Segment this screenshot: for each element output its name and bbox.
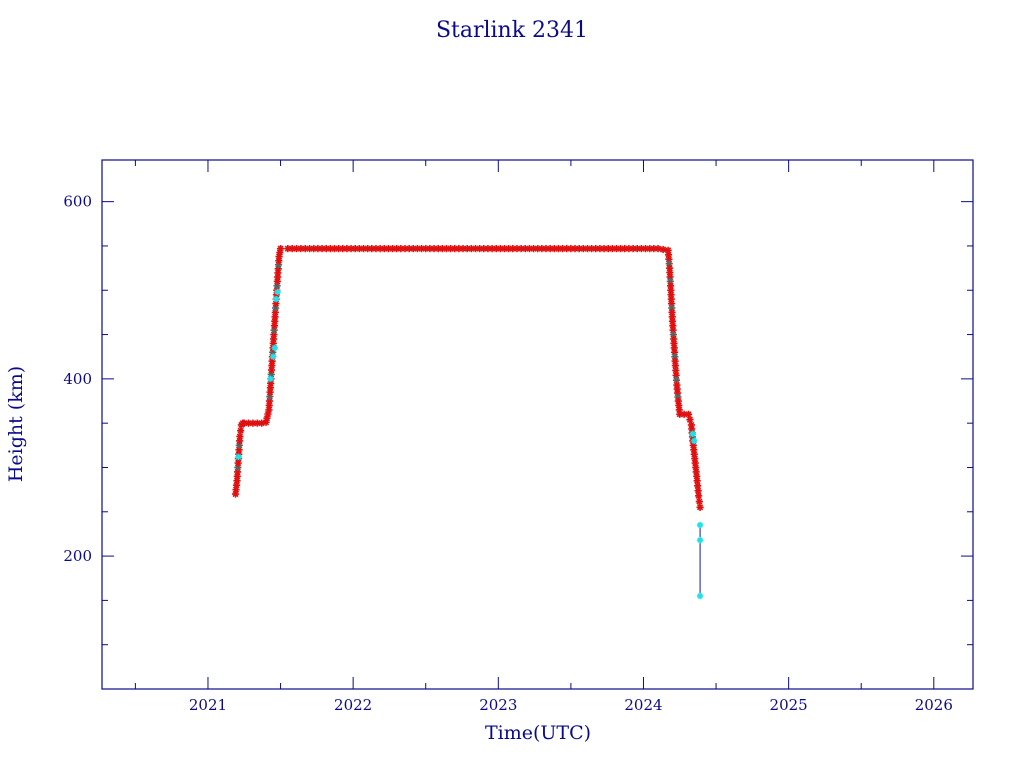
data-point: [271, 344, 278, 352]
x-tick-label: 2024: [624, 696, 662, 714]
data-point: [266, 392, 274, 401]
data-point: [691, 437, 698, 445]
axis-ticks: [102, 160, 973, 689]
data-point: [696, 592, 704, 600]
data-point: [696, 521, 704, 529]
data-point: [693, 477, 701, 485]
y-axis-label: Height (km): [5, 366, 27, 482]
data-point: [267, 370, 275, 379]
x-tick-label: 2025: [770, 696, 808, 714]
data-point: [235, 453, 242, 461]
chart-title: Starlink 2341: [436, 18, 588, 43]
y-tick-labels: 200 400 600: [63, 193, 92, 565]
x-tick-label: 2023: [479, 696, 517, 714]
data-point: [671, 361, 680, 370]
data-point: [694, 482, 702, 490]
data-point: [689, 430, 697, 438]
data-points: [231, 245, 704, 600]
y-tick-label: 600: [63, 193, 92, 211]
data-point: [276, 245, 285, 253]
data-point: [684, 410, 693, 418]
data-point: [672, 376, 681, 384]
x-tick-label: 2022: [334, 696, 372, 714]
x-tick-label: 2021: [189, 696, 227, 714]
y-tick-label: 400: [63, 370, 92, 388]
data-point: [270, 353, 277, 360]
data-point: [694, 487, 702, 495]
data-point: [274, 288, 281, 296]
y-tick-label: 200: [63, 547, 92, 565]
x-tick-labels: 2021 2022 2023 2024 2025 2026: [189, 696, 953, 714]
data-point: [267, 375, 274, 383]
x-tick-label: 2026: [915, 696, 953, 714]
x-axis-label: Time(UTC): [485, 722, 591, 744]
data-point: [275, 252, 283, 261]
plot-frame: [101, 159, 974, 690]
data-point: [696, 536, 704, 544]
data-point: [273, 295, 280, 303]
data-point: [696, 503, 704, 511]
data-point: [686, 416, 694, 424]
